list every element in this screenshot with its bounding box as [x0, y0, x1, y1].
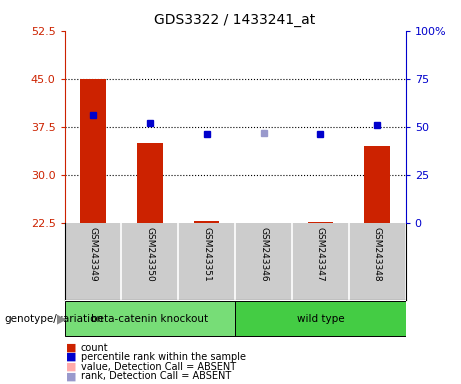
Text: GSM243351: GSM243351 [202, 227, 211, 281]
Text: ■: ■ [66, 371, 77, 381]
Title: GDS3322 / 1433241_at: GDS3322 / 1433241_at [154, 13, 316, 27]
Text: ▶: ▶ [58, 312, 67, 325]
Text: genotype/variation: genotype/variation [5, 314, 104, 324]
Bar [307, 222, 333, 223]
Text: ■: ■ [66, 343, 77, 353]
Text: ■: ■ [66, 362, 77, 372]
Text: percentile rank within the sample: percentile rank within the sample [81, 352, 246, 362]
Text: count: count [81, 343, 108, 353]
Text: wild type: wild type [296, 314, 344, 324]
Bar [137, 143, 163, 223]
Text: GSM243347: GSM243347 [316, 227, 325, 281]
Bar [65, 301, 235, 336]
Text: GSM243348: GSM243348 [373, 227, 382, 281]
Bar [194, 221, 219, 223]
Text: GSM243346: GSM243346 [259, 227, 268, 281]
Text: ■: ■ [66, 352, 77, 362]
Text: GSM243349: GSM243349 [89, 227, 97, 281]
Text: GSM243350: GSM243350 [145, 227, 154, 281]
Bar [80, 79, 106, 223]
Bar [365, 146, 390, 223]
Text: rank, Detection Call = ABSENT: rank, Detection Call = ABSENT [81, 371, 231, 381]
Text: value, Detection Call = ABSENT: value, Detection Call = ABSENT [81, 362, 236, 372]
Text: beta-catenin knockout: beta-catenin knockout [91, 314, 208, 324]
Bar [235, 301, 406, 336]
